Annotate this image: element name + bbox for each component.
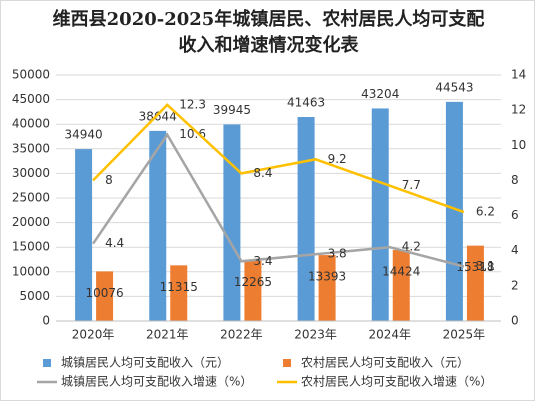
data-label: 15318 — [456, 260, 494, 274]
data-label: 7.7 — [402, 178, 421, 192]
bar — [318, 255, 336, 321]
y-tick-label: 0 — [42, 314, 50, 328]
legend-swatch — [43, 359, 51, 367]
bar — [96, 271, 114, 321]
y2-tick-label: 2 — [511, 278, 519, 292]
data-label: 8 — [105, 173, 113, 187]
y-tick-label: 25000 — [12, 191, 50, 205]
bar — [466, 245, 484, 321]
bar — [170, 265, 188, 321]
y2-tick-label: 0 — [511, 314, 519, 328]
y-tick-label: 45000 — [12, 92, 50, 106]
data-label: 38644 — [139, 109, 177, 123]
legend-label: 农村居民人均可支配收入增速（%） — [301, 375, 492, 389]
data-label: 43204 — [361, 87, 399, 101]
data-label: 8.4 — [253, 166, 272, 180]
data-label: 13393 — [308, 270, 346, 284]
y-tick-label: 15000 — [12, 240, 50, 254]
data-label: 10076 — [85, 286, 123, 300]
bar — [371, 108, 389, 322]
bar — [149, 130, 167, 321]
data-label: 6.2 — [476, 205, 495, 219]
x-tick-label: 2020年 — [72, 328, 115, 342]
x-tick-label: 2024年 — [368, 328, 411, 342]
y2-tick-label: 4 — [511, 243, 519, 257]
x-tick-label: 2025年 — [443, 328, 486, 342]
data-label: 3.4 — [253, 254, 272, 268]
y2-tick-label: 14 — [511, 68, 526, 82]
data-label: 12265 — [234, 275, 272, 289]
data-label: 4.4 — [105, 236, 124, 250]
x-tick-label: 2022年 — [220, 328, 263, 342]
bar — [297, 117, 315, 321]
y2-tick-label: 6 — [511, 208, 519, 222]
data-label: 41463 — [287, 96, 325, 110]
y2-tick-label: 12 — [511, 103, 526, 117]
y-tick-label: 20000 — [12, 215, 50, 229]
line — [92, 132, 465, 268]
y-tick-label: 40000 — [12, 117, 50, 131]
data-label: 3.1 — [476, 259, 495, 273]
data-label: 9.2 — [328, 152, 347, 166]
y-tick-label: 30000 — [12, 166, 50, 180]
chart-title: 维西县2020-2025年城镇居民、农村居民人均可支配收入和增速情况变化表 — [52, 9, 485, 56]
line — [92, 103, 465, 214]
data-label: 3.8 — [328, 247, 347, 261]
data-label: 11315 — [160, 280, 198, 294]
data-label: 39945 — [213, 103, 251, 117]
data-label: 10.6 — [179, 127, 206, 141]
legend-label: 农村居民人均可支配收入（元） — [301, 356, 469, 370]
data-label: 44543 — [435, 80, 473, 94]
legend-label: 城镇居民人均可支配收入增速（%） — [61, 375, 252, 389]
x-tick-label: 2023年 — [294, 328, 337, 342]
bar — [223, 124, 241, 321]
y-tick-label: 50000 — [12, 68, 50, 82]
bar — [392, 250, 410, 321]
data-label: 4.2 — [402, 240, 421, 254]
legend-label: 城镇居民人均可支配收入（元） — [61, 356, 229, 370]
legend-swatch — [283, 359, 291, 367]
data-label: 14424 — [382, 265, 420, 279]
y2-tick-label: 10 — [511, 138, 526, 152]
bar — [75, 149, 93, 321]
x-tick-label: 2021年 — [146, 328, 189, 342]
y-tick-label: 10000 — [12, 264, 50, 278]
y2-tick-label: 8 — [511, 173, 519, 187]
y-tick-label: 35000 — [12, 141, 50, 155]
data-label: 34940 — [64, 128, 102, 142]
bar — [244, 260, 262, 321]
y-tick-label: 5000 — [19, 289, 50, 303]
data-label: 12.3 — [179, 97, 206, 111]
